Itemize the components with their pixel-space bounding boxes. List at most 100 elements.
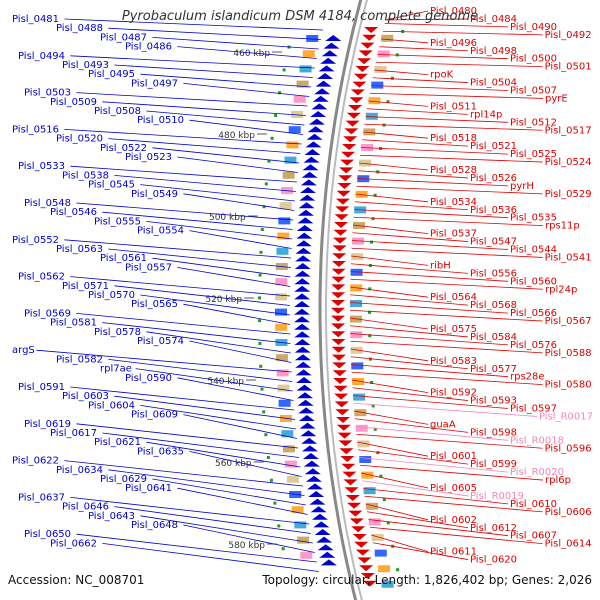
plus-strand-arrow	[342, 471, 357, 478]
right-gene-label: Pisl_0564	[430, 292, 477, 303]
right-leader-line	[362, 139, 469, 147]
left-leader-line	[146, 331, 291, 354]
right-leader-line	[366, 108, 469, 115]
right-gene-label: Pisl_0537	[430, 229, 477, 240]
feature-block	[365, 112, 378, 120]
plus-strand-arrow	[332, 370, 347, 377]
plus-strand-arrow	[334, 214, 349, 221]
right-gene-label: Pisl_0480	[430, 6, 477, 17]
left-gene-label: Pisl_0571	[62, 281, 109, 292]
right-gene-label: guaA	[430, 419, 456, 430]
minus-strand-arrow	[303, 156, 320, 163]
right-gene-label: Pisl_0501	[545, 62, 592, 73]
minus-strand-arrow	[312, 95, 329, 102]
right-leader-line	[356, 433, 543, 449]
feature-block	[276, 369, 289, 377]
minus-strand-arrow	[315, 80, 332, 87]
feature-block	[368, 97, 381, 105]
codon-mark	[370, 240, 374, 244]
left-leader-line	[177, 46, 317, 59]
minus-strand-arrow	[301, 171, 318, 178]
left-leader-line	[177, 377, 294, 401]
minus-strand-arrow	[294, 301, 311, 307]
codon-mark	[282, 68, 286, 72]
left-gene-label: Pisl_0510	[137, 115, 184, 126]
left-leader-line	[64, 239, 292, 259]
feature-block	[281, 430, 294, 438]
left-gene-label: Pisl_0643	[88, 511, 135, 522]
right-leader-line	[353, 402, 538, 417]
right-gene-label: Pisl_0535	[510, 213, 557, 224]
right-gene-label: pyrE	[545, 93, 568, 104]
left-gene-label: Pisl_0637	[18, 492, 65, 503]
left-leader-line	[70, 276, 291, 297]
minus-strand-arrow	[311, 513, 328, 520]
left-gene-label: Pisl_0486	[125, 42, 172, 53]
plus-strand-arrow	[337, 183, 352, 189]
plus-strand-arrow	[355, 66, 370, 72]
feature-block	[381, 34, 394, 42]
right-gene-label: Pisl_0596	[545, 443, 592, 454]
feature-block	[350, 300, 363, 307]
left-leader-line	[114, 175, 296, 192]
minus-strand-arrow	[314, 88, 331, 95]
plus-strand-arrow	[338, 175, 353, 182]
right-leader-line	[350, 278, 544, 290]
minus-strand-arrow	[304, 468, 321, 475]
feature-block	[359, 456, 372, 463]
left-leader-line	[108, 27, 321, 40]
right-gene-label: Pisl_0592	[430, 388, 477, 399]
right-leader-line	[356, 185, 543, 195]
left-gene-label: Pisl_0570	[88, 290, 135, 301]
left-leader-line	[140, 515, 313, 544]
right-leader-line	[351, 371, 543, 386]
feature-block	[374, 549, 387, 557]
right-leader-line	[372, 542, 469, 560]
right-gene-label: Pisl_0620	[470, 555, 517, 566]
left-gene-label: Pisl_0509	[50, 97, 97, 108]
tick-label: 580 kbp	[228, 541, 265, 551]
right-gene-label: Pisl_0544	[510, 245, 557, 256]
right-leader-line	[351, 379, 429, 393]
plus-strand-arrow	[337, 432, 352, 439]
left-leader-line	[177, 156, 298, 173]
minus-strand-arrow	[307, 483, 324, 490]
right-gene-label: Pisl_R0020	[510, 467, 564, 478]
right-leader-line	[360, 154, 543, 163]
left-gene-label: Pisl_0488	[56, 23, 103, 34]
plus-strand-arrow	[360, 573, 375, 579]
codon-mark	[258, 273, 262, 277]
left-gene-label: Pisl_0503	[24, 88, 71, 99]
minus-strand-arrow	[297, 209, 314, 216]
right-leader-line	[371, 85, 509, 91]
minus-strand-arrow	[308, 491, 325, 497]
minus-strand-arrow	[319, 551, 336, 558]
left-gene-label: Pisl_0516	[12, 124, 59, 135]
right-gene-label: Pisl_0534	[430, 197, 477, 208]
right-gene-label: Pisl_0584	[470, 332, 517, 343]
codon-mark	[368, 334, 372, 338]
left-leader-line	[108, 469, 305, 496]
minus-strand-arrow	[295, 240, 312, 247]
right-leader-line	[364, 123, 543, 131]
right-leader-line	[350, 294, 469, 306]
left-gene-label: Pisl_0522	[100, 143, 147, 154]
plus-strand-arrow	[331, 323, 346, 330]
right-leader-line	[351, 247, 543, 258]
feature-block	[299, 65, 312, 73]
right-gene-label: Pisl_0601	[430, 451, 477, 462]
codon-mark	[368, 287, 372, 291]
left-gene-label: Pisl_0557	[125, 262, 172, 273]
left-leader-line	[102, 432, 300, 458]
plus-strand-arrow	[335, 409, 350, 416]
left-gene-label: Pisl_0565	[131, 299, 178, 310]
right-leader-line	[360, 464, 544, 481]
left-gene-label: Pisl_0497	[131, 78, 178, 89]
codon-mark	[382, 498, 386, 501]
minus-strand-arrow	[294, 323, 311, 330]
feature-block	[363, 487, 376, 495]
codon-mark	[370, 381, 374, 384]
left-leader-line	[76, 92, 308, 107]
left-leader-line	[177, 267, 291, 287]
left-gene-label: Pisl_0635	[137, 446, 184, 457]
